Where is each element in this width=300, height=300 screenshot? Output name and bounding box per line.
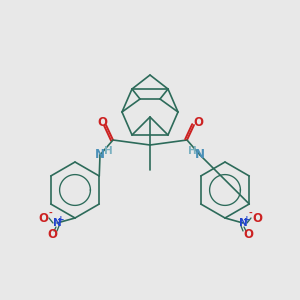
- Text: O: O: [252, 212, 262, 224]
- Text: O: O: [38, 212, 48, 224]
- Text: -: -: [248, 208, 252, 217]
- Text: -: -: [48, 208, 52, 217]
- Text: N: N: [95, 148, 105, 161]
- Text: O: O: [193, 116, 203, 130]
- Text: N: N: [195, 148, 205, 161]
- Text: N: N: [238, 218, 247, 228]
- Text: N: N: [52, 218, 62, 228]
- Text: H: H: [103, 146, 112, 156]
- Text: +: +: [243, 214, 251, 224]
- Text: O: O: [243, 229, 253, 242]
- Text: O: O: [97, 116, 107, 130]
- Text: +: +: [57, 214, 65, 224]
- Text: O: O: [47, 229, 57, 242]
- Text: H: H: [188, 146, 196, 156]
